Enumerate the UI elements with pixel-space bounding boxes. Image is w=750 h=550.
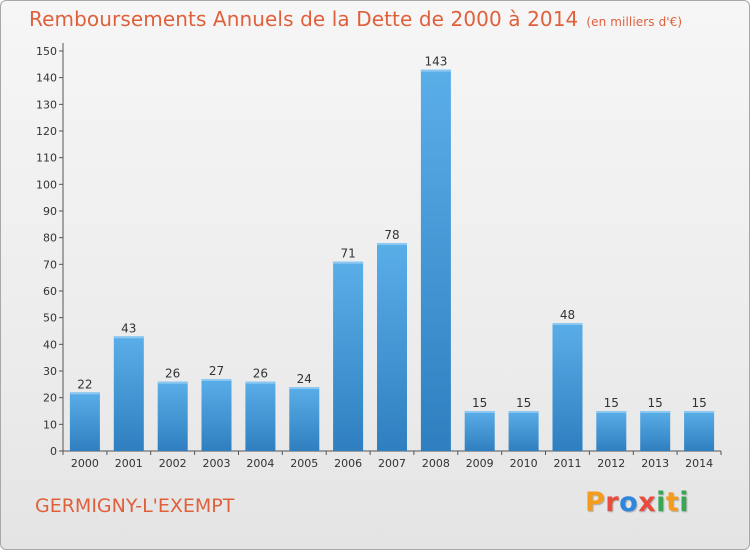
- bar: [684, 411, 715, 451]
- bar: [289, 387, 320, 451]
- bar-top-highlight: [552, 323, 583, 325]
- bar-top-highlight: [420, 69, 451, 72]
- bar-value-label: 26: [165, 367, 180, 381]
- y-tick-label: 0: [50, 445, 57, 458]
- y-tick-label: 80: [43, 232, 57, 245]
- y-tick-label: 150: [36, 45, 57, 58]
- y-tick-label: 70: [43, 258, 57, 271]
- bar-value-label: 43: [121, 321, 136, 335]
- bar-value-label: 24: [297, 372, 312, 386]
- y-tick-label: 30: [43, 365, 57, 378]
- bar: [508, 411, 539, 451]
- commune-name: GERMIGNY-L'EXEMPT: [35, 495, 235, 517]
- logo-letter: r: [605, 487, 620, 518]
- bar: [640, 411, 671, 451]
- y-tick-label: 50: [43, 312, 57, 325]
- title-text: Remboursements Annuels de la Dette de 20…: [29, 7, 579, 31]
- bar: [552, 323, 583, 451]
- bar-top-highlight: [640, 411, 671, 413]
- bar-top-highlight: [69, 392, 100, 395]
- logo-letter: i: [656, 487, 666, 518]
- chart-bars: [69, 69, 715, 451]
- bar-top-highlight: [157, 381, 188, 384]
- bar-top-highlight: [289, 387, 320, 389]
- bar: [157, 381, 188, 451]
- y-tick-label: 140: [36, 72, 57, 85]
- bar-value-label: 15: [604, 396, 619, 410]
- title-unit: (en milliers d'€): [586, 15, 683, 29]
- x-tick-label: 2006: [334, 457, 362, 470]
- bar-top-highlight: [333, 261, 364, 264]
- bar: [333, 261, 364, 451]
- bar: [201, 379, 232, 451]
- bar: [69, 392, 100, 451]
- bar-top-highlight: [245, 381, 276, 384]
- y-tick-label: 110: [36, 152, 57, 165]
- y-tick-label: 60: [43, 285, 57, 298]
- bar-top-highlight: [113, 336, 144, 339]
- chart-axes: 0 10 20 30 40 50 60 70 80 90 100 110 120 130 140 150 200…: [36, 43, 722, 470]
- x-tick-label: 2007: [378, 457, 406, 470]
- bar-top-highlight: [201, 379, 232, 381]
- y-tick-label: 100: [36, 178, 57, 191]
- bar-top-highlight: [684, 411, 715, 413]
- bar-value-label: 27: [209, 364, 224, 378]
- bar-value-label: 15: [691, 396, 706, 410]
- bar-value-label: 48: [560, 308, 575, 322]
- x-tick-label: 2001: [115, 457, 143, 470]
- x-tick-label: 2003: [203, 457, 231, 470]
- bar-top-highlight: [464, 411, 495, 413]
- x-tick-label: 2005: [290, 457, 318, 470]
- y-tick-label: 130: [36, 98, 57, 111]
- bar-value-label: 143: [424, 55, 447, 69]
- x-tick-label: 2002: [159, 457, 187, 470]
- x-tick-label: 2010: [510, 457, 538, 470]
- x-tick-label: 2013: [641, 457, 669, 470]
- bar-value-label: 15: [516, 396, 531, 410]
- x-tick-label: 2000: [71, 457, 99, 470]
- bar: [420, 69, 451, 451]
- bar: [245, 381, 276, 451]
- bar-value-label: 15: [648, 396, 663, 410]
- logo-letter: o: [619, 487, 639, 518]
- bar-value-label: 15: [472, 396, 487, 410]
- bar: [113, 336, 144, 451]
- x-tick-label: 2008: [422, 457, 450, 470]
- y-tick-label: 120: [36, 125, 57, 138]
- bar: [377, 243, 407, 451]
- y-tick-label: 40: [43, 338, 57, 351]
- x-tick-label: 2012: [597, 457, 625, 470]
- logo-letter: t: [665, 487, 680, 518]
- x-tick-label: 2004: [246, 457, 274, 470]
- logo-letter: i: [679, 487, 690, 518]
- bar-top-highlight: [596, 411, 627, 413]
- bar: [464, 411, 495, 451]
- bar-top-highlight: [377, 243, 407, 245]
- y-tick-label: 20: [43, 392, 57, 405]
- logo-letter: x: [638, 487, 657, 518]
- x-tick-label: 2009: [466, 457, 494, 470]
- x-tick-label: 2011: [554, 457, 582, 470]
- chart-data-labels: 22 43 26 27 26 24 71 78 143 15 15 48 15 15 15: [77, 55, 706, 410]
- proxiti-logo: Proxiti: [585, 487, 689, 518]
- bar-value-label: 78: [384, 228, 399, 242]
- y-tick-label: 10: [43, 418, 57, 431]
- bar-value-label: 71: [340, 247, 355, 261]
- y-tick-label: 90: [43, 205, 57, 218]
- x-tick-label: 2014: [685, 457, 713, 470]
- bar-top-highlight: [508, 411, 539, 413]
- bar-value-label: 22: [77, 377, 92, 391]
- bar-value-label: 26: [253, 367, 268, 381]
- logo-letter: P: [585, 487, 606, 518]
- bar: [596, 411, 627, 451]
- chart-title: Remboursements Annuels de la Dette de 20…: [29, 7, 682, 31]
